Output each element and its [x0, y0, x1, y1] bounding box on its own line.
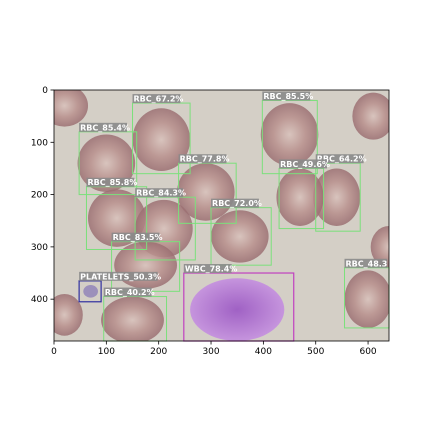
detection-label: RBC_85.4% [80, 123, 130, 132]
x-tick-label: 300 [202, 347, 219, 357]
axes-frame [53, 89, 390, 342]
cell-shapes [54, 90, 389, 341]
detection-rbc: RBC_84.3% [134, 188, 196, 261]
detection-label: RBC_49.6% [280, 160, 330, 169]
detection-rbc: RBC_85.8% [85, 177, 148, 250]
detection-label: WBC_78.4% [185, 265, 238, 274]
rbc-cell-shape [132, 108, 191, 172]
rbc-cell-shape [313, 168, 361, 226]
x-tick-label: 100 [98, 347, 115, 357]
detection-label: RBC_72.0% [212, 199, 262, 208]
rbc-cell-shape [211, 210, 269, 263]
detection-label-background [262, 91, 311, 101]
detection-label-background [79, 271, 158, 281]
detection-rbc: RBC_64.2% [315, 154, 367, 232]
detection-label: RBC_67.2% [134, 95, 184, 104]
detection-label: RBC_85.8% [87, 178, 137, 187]
detection-label-background [111, 232, 160, 242]
detection-label: RBC_83.5% [113, 233, 163, 242]
detection-label-background [344, 258, 388, 268]
wbc-cell-shape [190, 278, 285, 341]
x-tick-label: 600 [359, 347, 376, 357]
detection-label: RBC_85.5% [263, 92, 313, 101]
y-tick-label: 100 [31, 138, 48, 148]
detection-label-background [178, 154, 227, 164]
rbc-cell-shape [101, 296, 164, 341]
detection-label: RBC_77.8% [180, 155, 230, 164]
rbc-cell-shape [344, 270, 389, 328]
detection-label: PLATELETS_50.3% [80, 272, 161, 281]
rbc-cell-shape [260, 103, 319, 166]
rbc-cell-shape [54, 90, 89, 127]
detection-label: RBC_64.2% [317, 155, 367, 164]
y-tick-label: 0 [42, 86, 48, 96]
detection-label-background [86, 177, 135, 187]
detection-label-background [132, 94, 181, 104]
rbc-cell-shape [114, 241, 178, 289]
x-tick-label: 500 [307, 347, 324, 357]
detection-platelet: PLATELETS_50.3% [78, 271, 161, 303]
y-axis-ticks: 0 100 200 300 400 [31, 86, 54, 305]
x-axis-ticks: 0 100 200 300 400 500 600 [51, 341, 377, 357]
y-tick-label: 400 [31, 295, 48, 305]
detection-label-background [315, 154, 364, 164]
rbc-cell-shape [54, 293, 83, 336]
detection-label-background [279, 159, 327, 169]
detection-rbc: RBC_85.4% [78, 122, 138, 196]
detection-rbc: RBC_72.0% [210, 198, 272, 266]
y-tick-label: 300 [31, 243, 48, 253]
detection-rbc: RBC_85.5% [261, 91, 318, 175]
rbc-cell-shape [352, 92, 389, 140]
x-tick-label: 0 [51, 347, 57, 357]
rbc-cell-shape [276, 168, 324, 226]
blood-smear-image [54, 90, 389, 341]
detection-label-background [103, 287, 152, 297]
detection-rbc: RBC_49.6% [278, 159, 330, 230]
y-tick-label: 200 [31, 191, 48, 201]
detection-label-background [211, 198, 259, 208]
detection-label: RBC_48.3 [346, 259, 388, 268]
detection-label-background [183, 264, 232, 274]
detection-label: RBC_40.2% [105, 288, 155, 297]
detection-label-background [79, 122, 128, 132]
rbc-cell-shape [88, 189, 146, 247]
x-tick-label: 400 [255, 347, 272, 357]
x-tick-label: 200 [150, 347, 167, 357]
rbc-cell-shape [77, 134, 136, 192]
detection-rbc: RBC_67.2% [132, 94, 191, 175]
platelet-cell-shape [83, 285, 98, 298]
detection-label: RBC_84.3% [136, 189, 186, 198]
detection-label-background [135, 188, 184, 198]
rbc-cell-shape [370, 225, 389, 268]
